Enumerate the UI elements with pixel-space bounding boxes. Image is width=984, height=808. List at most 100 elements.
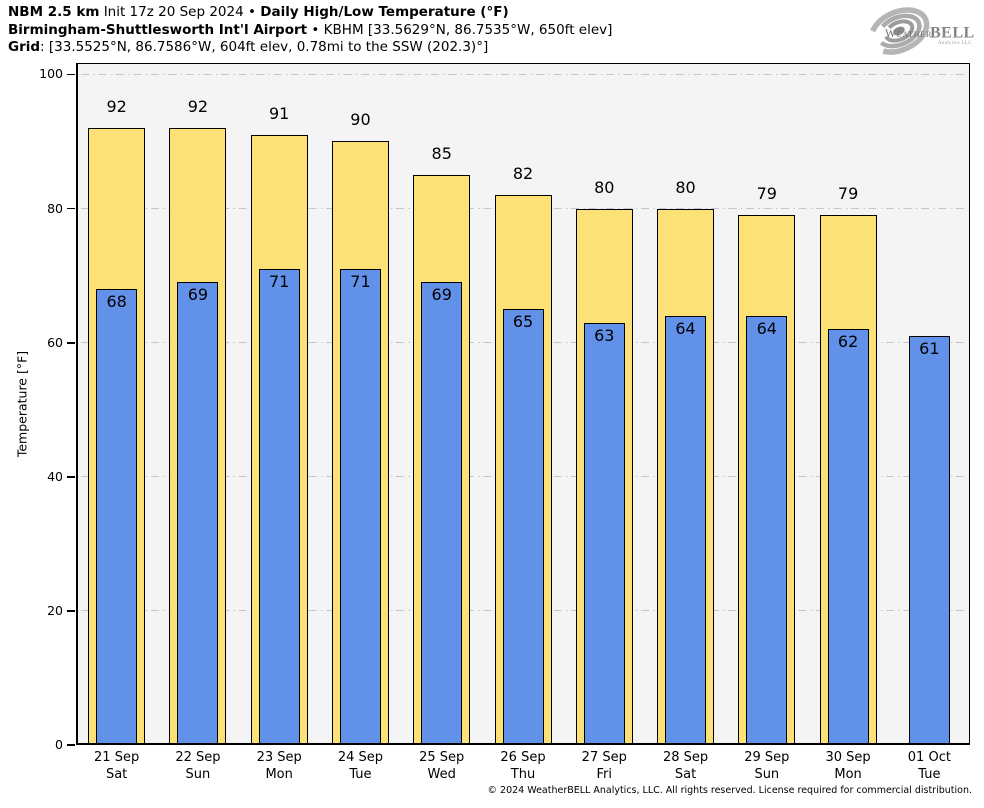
x-tick-date: 24 Sep bbox=[337, 750, 384, 765]
y-tick-label: 60 bbox=[47, 334, 63, 350]
low-temp-bar bbox=[258, 268, 300, 745]
x-tick-label: 25 Sep Wed bbox=[400, 750, 484, 783]
high-value-label: 79 bbox=[756, 184, 777, 204]
x-tick-date: 23 Sep bbox=[256, 750, 302, 765]
logo-text-bell: BELL bbox=[930, 25, 975, 42]
grid-coordinates: : [33.5525°N, 86.7586°W, 604ft elev, 0.7… bbox=[40, 39, 489, 55]
logo-text-weather: Weather bbox=[885, 28, 932, 40]
x-tick-day: Sun bbox=[185, 766, 211, 782]
chart-plot-area: 92 68 92 69 91 71 90 71 85 69 82 65 80 63 80 64 79 64 79 62… bbox=[76, 63, 970, 745]
y-axis-tick bbox=[67, 744, 75, 746]
y-tick-label: 80 bbox=[47, 200, 63, 216]
header-line-station: Birmingham-Shuttlesworth Int'l Airport •… bbox=[8, 22, 612, 40]
x-tick-label: 27 Sep Fri bbox=[562, 750, 646, 783]
y-axis-tick bbox=[67, 207, 75, 210]
x-tick-label: 01 Oct Tue bbox=[887, 750, 971, 783]
y-axis-tick bbox=[67, 73, 75, 76]
bullet-separator: • bbox=[247, 4, 256, 20]
high-value-label: 80 bbox=[675, 177, 696, 197]
high-value-label: 85 bbox=[431, 143, 452, 163]
high-value-label: 92 bbox=[106, 97, 127, 117]
y-tick-label: 100 bbox=[39, 66, 63, 82]
y-axis-tick bbox=[67, 609, 75, 612]
x-tick-date: 21 Sep bbox=[94, 750, 140, 765]
x-tick-day: Mon bbox=[265, 766, 293, 782]
x-tick-date: 25 Sep bbox=[419, 750, 465, 765]
low-value-label: 62 bbox=[837, 332, 859, 352]
x-tick-date: 28 Sep bbox=[662, 750, 709, 765]
x-tick-label: 30 Sep Mon bbox=[806, 750, 890, 783]
x-tick-date: 27 Sep bbox=[581, 750, 627, 765]
low-value-label: 69 bbox=[187, 285, 209, 305]
high-value-label: 80 bbox=[594, 177, 615, 197]
low-value-label: 71 bbox=[268, 271, 290, 291]
x-tick-label: 26 Sep Thu bbox=[481, 750, 565, 783]
x-tick-date: 30 Sep bbox=[825, 750, 871, 765]
high-value-label: 90 bbox=[350, 110, 371, 130]
low-temp-bar bbox=[665, 315, 707, 745]
low-temp-bar bbox=[583, 322, 625, 745]
low-temp-bar bbox=[339, 268, 381, 745]
x-tick-day: Tue bbox=[349, 766, 372, 782]
bullet-separator: • bbox=[311, 21, 320, 38]
x-tick-label: 28 Sep Sat bbox=[644, 750, 728, 783]
x-tick-day: Wed bbox=[427, 766, 456, 782]
x-tick-day: Tue bbox=[918, 766, 941, 782]
logo-swirl-icon: Weather BELL Analytics LLC bbox=[868, 7, 975, 55]
high-value-label: 79 bbox=[837, 184, 859, 204]
y-tick-label: 20 bbox=[47, 602, 63, 618]
x-tick-label: 29 Sep Sun bbox=[725, 750, 809, 783]
high-value-label: 82 bbox=[512, 164, 534, 184]
x-tick-label: 24 Sep Tue bbox=[318, 750, 402, 783]
x-tick-day: Fri bbox=[596, 766, 613, 782]
x-tick-day: Thu bbox=[510, 766, 536, 782]
x-tick-date: 29 Sep bbox=[744, 750, 790, 765]
x-tick-day: Mon bbox=[834, 766, 862, 782]
low-temp-bar bbox=[827, 329, 869, 745]
y-axis-tick bbox=[67, 341, 75, 344]
low-temp-bar bbox=[908, 335, 950, 745]
low-value-label: 64 bbox=[675, 318, 696, 338]
low-value-label: 63 bbox=[594, 325, 615, 345]
header-line-model: NBM 2.5 km Init 17z 20 Sep 2024 • Daily … bbox=[8, 4, 612, 22]
x-tick-date: 22 Sep bbox=[175, 750, 221, 765]
x-tick-date: 01 Oct bbox=[907, 750, 951, 765]
init-time: Init 17z 20 Sep 2024 bbox=[103, 4, 244, 20]
low-value-label: 69 bbox=[431, 285, 452, 305]
low-value-label: 65 bbox=[512, 312, 534, 332]
low-temp-bar bbox=[746, 315, 788, 745]
y-axis-title: Temperature [°F] bbox=[14, 350, 30, 458]
x-tick-label: 23 Sep Mon bbox=[237, 750, 321, 783]
low-temp-bar bbox=[177, 282, 219, 745]
low-temp-bar bbox=[502, 309, 544, 745]
grid-label: Grid bbox=[8, 39, 41, 55]
x-tick-label: 21 Sep Sat bbox=[75, 750, 159, 783]
y-tick-label: 0 bbox=[55, 737, 63, 752]
x-tick-label: 22 Sep Sun bbox=[156, 750, 240, 783]
y-tick-label: 40 bbox=[47, 468, 63, 484]
copyright-notice: © 2024 WeatherBELL Analytics, LLC. All r… bbox=[487, 785, 972, 796]
low-value-label: 61 bbox=[919, 338, 940, 358]
high-value-label: 91 bbox=[268, 103, 290, 123]
x-tick-date: 26 Sep bbox=[500, 750, 546, 765]
chart-header: NBM 2.5 km Init 17z 20 Sep 2024 • Daily … bbox=[8, 4, 612, 57]
logo-subtext: Analytics LLC bbox=[938, 41, 972, 46]
model-name: NBM 2.5 km bbox=[8, 4, 100, 20]
low-value-label: 68 bbox=[106, 291, 127, 311]
y-axis-tick bbox=[67, 475, 75, 478]
gridline bbox=[76, 73, 970, 75]
low-temp-bar bbox=[96, 288, 138, 745]
weatherbell-logo: Weather BELL Analytics LLC bbox=[868, 4, 978, 58]
x-tick-day: Sat bbox=[674, 766, 697, 782]
station-coordinates: KBHM [33.5629°N, 86.7535°W, 650ft elev] bbox=[323, 21, 613, 38]
station-name: Birmingham-Shuttlesworth Int'l Airport bbox=[8, 21, 308, 38]
low-value-label: 71 bbox=[350, 271, 371, 291]
header-line-grid: Grid: [33.5525°N, 86.7586°W, 604ft elev,… bbox=[8, 39, 612, 57]
low-temp-bar bbox=[421, 282, 463, 745]
x-tick-day: Sat bbox=[105, 766, 128, 782]
low-value-label: 64 bbox=[756, 318, 777, 338]
product-name: Daily High/Low Temperature (°F) bbox=[260, 4, 509, 20]
x-tick-day: Sun bbox=[754, 766, 780, 782]
high-value-label: 92 bbox=[187, 97, 209, 117]
